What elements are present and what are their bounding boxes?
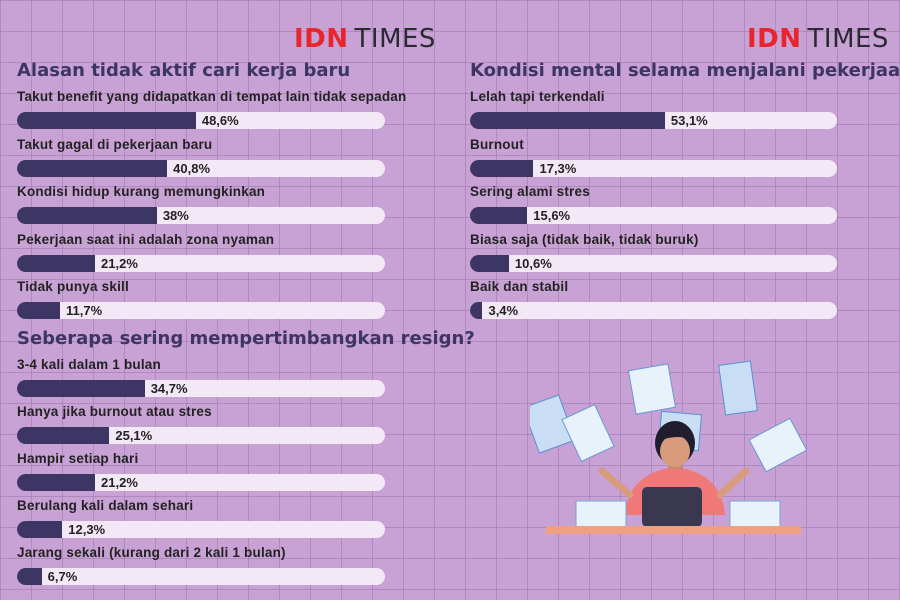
- bar-fill: [470, 159, 534, 177]
- bar-fill: [470, 302, 483, 319]
- bar-fill: [17, 521, 63, 538]
- bar-fill: [17, 474, 96, 491]
- bar-fill: [17, 427, 110, 444]
- bar-value-label: 10,6%: [514, 255, 552, 271]
- bar-item: Berulang kali dalam sehari 12,3%: [17, 498, 385, 540]
- bar-track: 25,1%: [17, 427, 385, 444]
- bar-item: Burnout 17,3%: [470, 137, 837, 179]
- bar-label: Kondisi hidup kurang memungkinkan: [17, 184, 266, 199]
- bar-item: Tidak punya skill 11,7%: [17, 279, 385, 321]
- bar-fill: [17, 112, 196, 129]
- bar-label: Hampir setiap hari: [17, 451, 139, 466]
- bar-track: 15,6%: [470, 207, 837, 224]
- bar-label: Tidak punya skill: [17, 279, 129, 294]
- bar-label: Hanya jika burnout atau stres: [17, 404, 212, 419]
- bar-label: Burnout: [470, 136, 524, 152]
- bar-value-label: 34,7%: [150, 381, 188, 396]
- bar-fill: [470, 254, 509, 272]
- bar-value-label: 6,7%: [47, 569, 78, 584]
- flying-papers-icon: [530, 360, 808, 473]
- bar-item: Hampir setiap hari 21,2%: [17, 451, 385, 493]
- bar-label: Baik dan stabil: [470, 279, 569, 294]
- bar-fill: [17, 159, 168, 177]
- bar-track: 10,6%: [470, 254, 837, 272]
- bar-fill: [17, 568, 42, 585]
- bar-item: 3-4 kali dalam 1 bulan 34,7%: [17, 357, 385, 399]
- bar-track: 48,6%: [17, 112, 385, 129]
- bar-item: Sering alami stres 15,6%: [470, 184, 837, 226]
- bar-track: 21,2%: [17, 254, 385, 272]
- logo-idn: IDN: [294, 24, 349, 54]
- bar-track: 53,1%: [470, 112, 837, 129]
- bar-label: Takut benefit yang didapatkan di tempat …: [17, 89, 407, 104]
- bar-value-label: 12,3%: [68, 522, 106, 537]
- bar-item: Baik dan stabil 3,4%: [470, 279, 837, 321]
- bar-item: Biasa saja (tidak baik, tidak buruk) 10,6…: [470, 232, 837, 274]
- bar-value-label: 25,1%: [115, 428, 153, 443]
- bar-track: 17,3%: [470, 159, 837, 177]
- bar-value-label: 40,8%: [173, 160, 211, 176]
- bar-fill: [470, 112, 665, 129]
- bar-label: Sering alami stres: [470, 184, 590, 199]
- bar-fill: [17, 207, 157, 224]
- desk-icon: [546, 487, 801, 534]
- bar-value-label: 15,6%: [533, 208, 571, 223]
- bar-value-label: 53,1%: [670, 113, 708, 128]
- bar-value-label: 48,6%: [201, 113, 239, 128]
- bar-track: 34,7%: [17, 380, 385, 397]
- bar-fill: [17, 254, 96, 272]
- bar-fill: [17, 380, 145, 397]
- bar-value-label: 11,7%: [66, 303, 103, 318]
- bar-value-label: 38%: [162, 208, 189, 223]
- logo-times: TIMES: [807, 24, 889, 54]
- bar-track: 40,8%: [17, 159, 385, 177]
- bar-track: 12,3%: [17, 521, 385, 538]
- bar-label: Berulang kali dalam sehari: [17, 498, 194, 513]
- bar-item: Takut gagal di pekerjaan baru 40,8%: [17, 137, 385, 179]
- bar-value-label: 21,2%: [101, 475, 138, 490]
- bar-value-label: 3,4%: [488, 303, 519, 318]
- bar-track: 11,7%: [17, 302, 385, 319]
- bar-item: Lelah tapi terkendali 53,1%: [470, 89, 837, 131]
- bar-label: Takut gagal di pekerjaan baru: [17, 136, 213, 152]
- bar-fill: [470, 207, 528, 224]
- bar-label: Pekerjaan saat ini adalah zona nyaman: [17, 231, 275, 247]
- bar-track: 6,7%: [17, 568, 385, 585]
- stressed-worker-illustration: [530, 360, 808, 534]
- bar-item: Hanya jika burnout atau stres 25,1%: [17, 404, 385, 446]
- bar-track: 38%: [17, 207, 385, 224]
- bar-item: Kondisi hidup kurang memungkinkan 38%: [17, 184, 385, 226]
- bar-label: Lelah tapi terkendali: [470, 89, 605, 104]
- logo-idn: IDN: [747, 24, 802, 54]
- bar-track: 21,2%: [17, 474, 385, 491]
- chart-title: Seberapa sering mempertimbangkan resign?: [17, 328, 475, 349]
- bar-value-label: 17,3%: [539, 160, 577, 176]
- bar-value-label: 21,2%: [101, 255, 138, 271]
- bar-track: 3,4%: [470, 302, 837, 319]
- idn-times-logo: IDN TIMES: [747, 24, 889, 54]
- bar-label: Jarang sekali (kurang dari 2 kali 1 bula…: [17, 545, 286, 560]
- logo-times: TIMES: [354, 24, 436, 54]
- chart-title: Alasan tidak aktif cari kerja baru: [17, 60, 351, 81]
- bar-label: 3-4 kali dalam 1 bulan: [17, 357, 161, 372]
- bar-item: Pekerjaan saat ini adalah zona nyaman 21,…: [17, 232, 385, 274]
- bar-label: Biasa saja (tidak baik, tidak buruk): [470, 231, 699, 247]
- chart-title: Kondisi mental selama menjalani pekerjaa…: [470, 60, 900, 81]
- bar-fill: [17, 302, 61, 319]
- bar-item: Takut benefit yang didapatkan di tempat …: [17, 89, 406, 131]
- bar-item: Jarang sekali (kurang dari 2 kali 1 bula…: [17, 545, 385, 587]
- idn-times-logo: IDN TIMES: [294, 24, 436, 54]
